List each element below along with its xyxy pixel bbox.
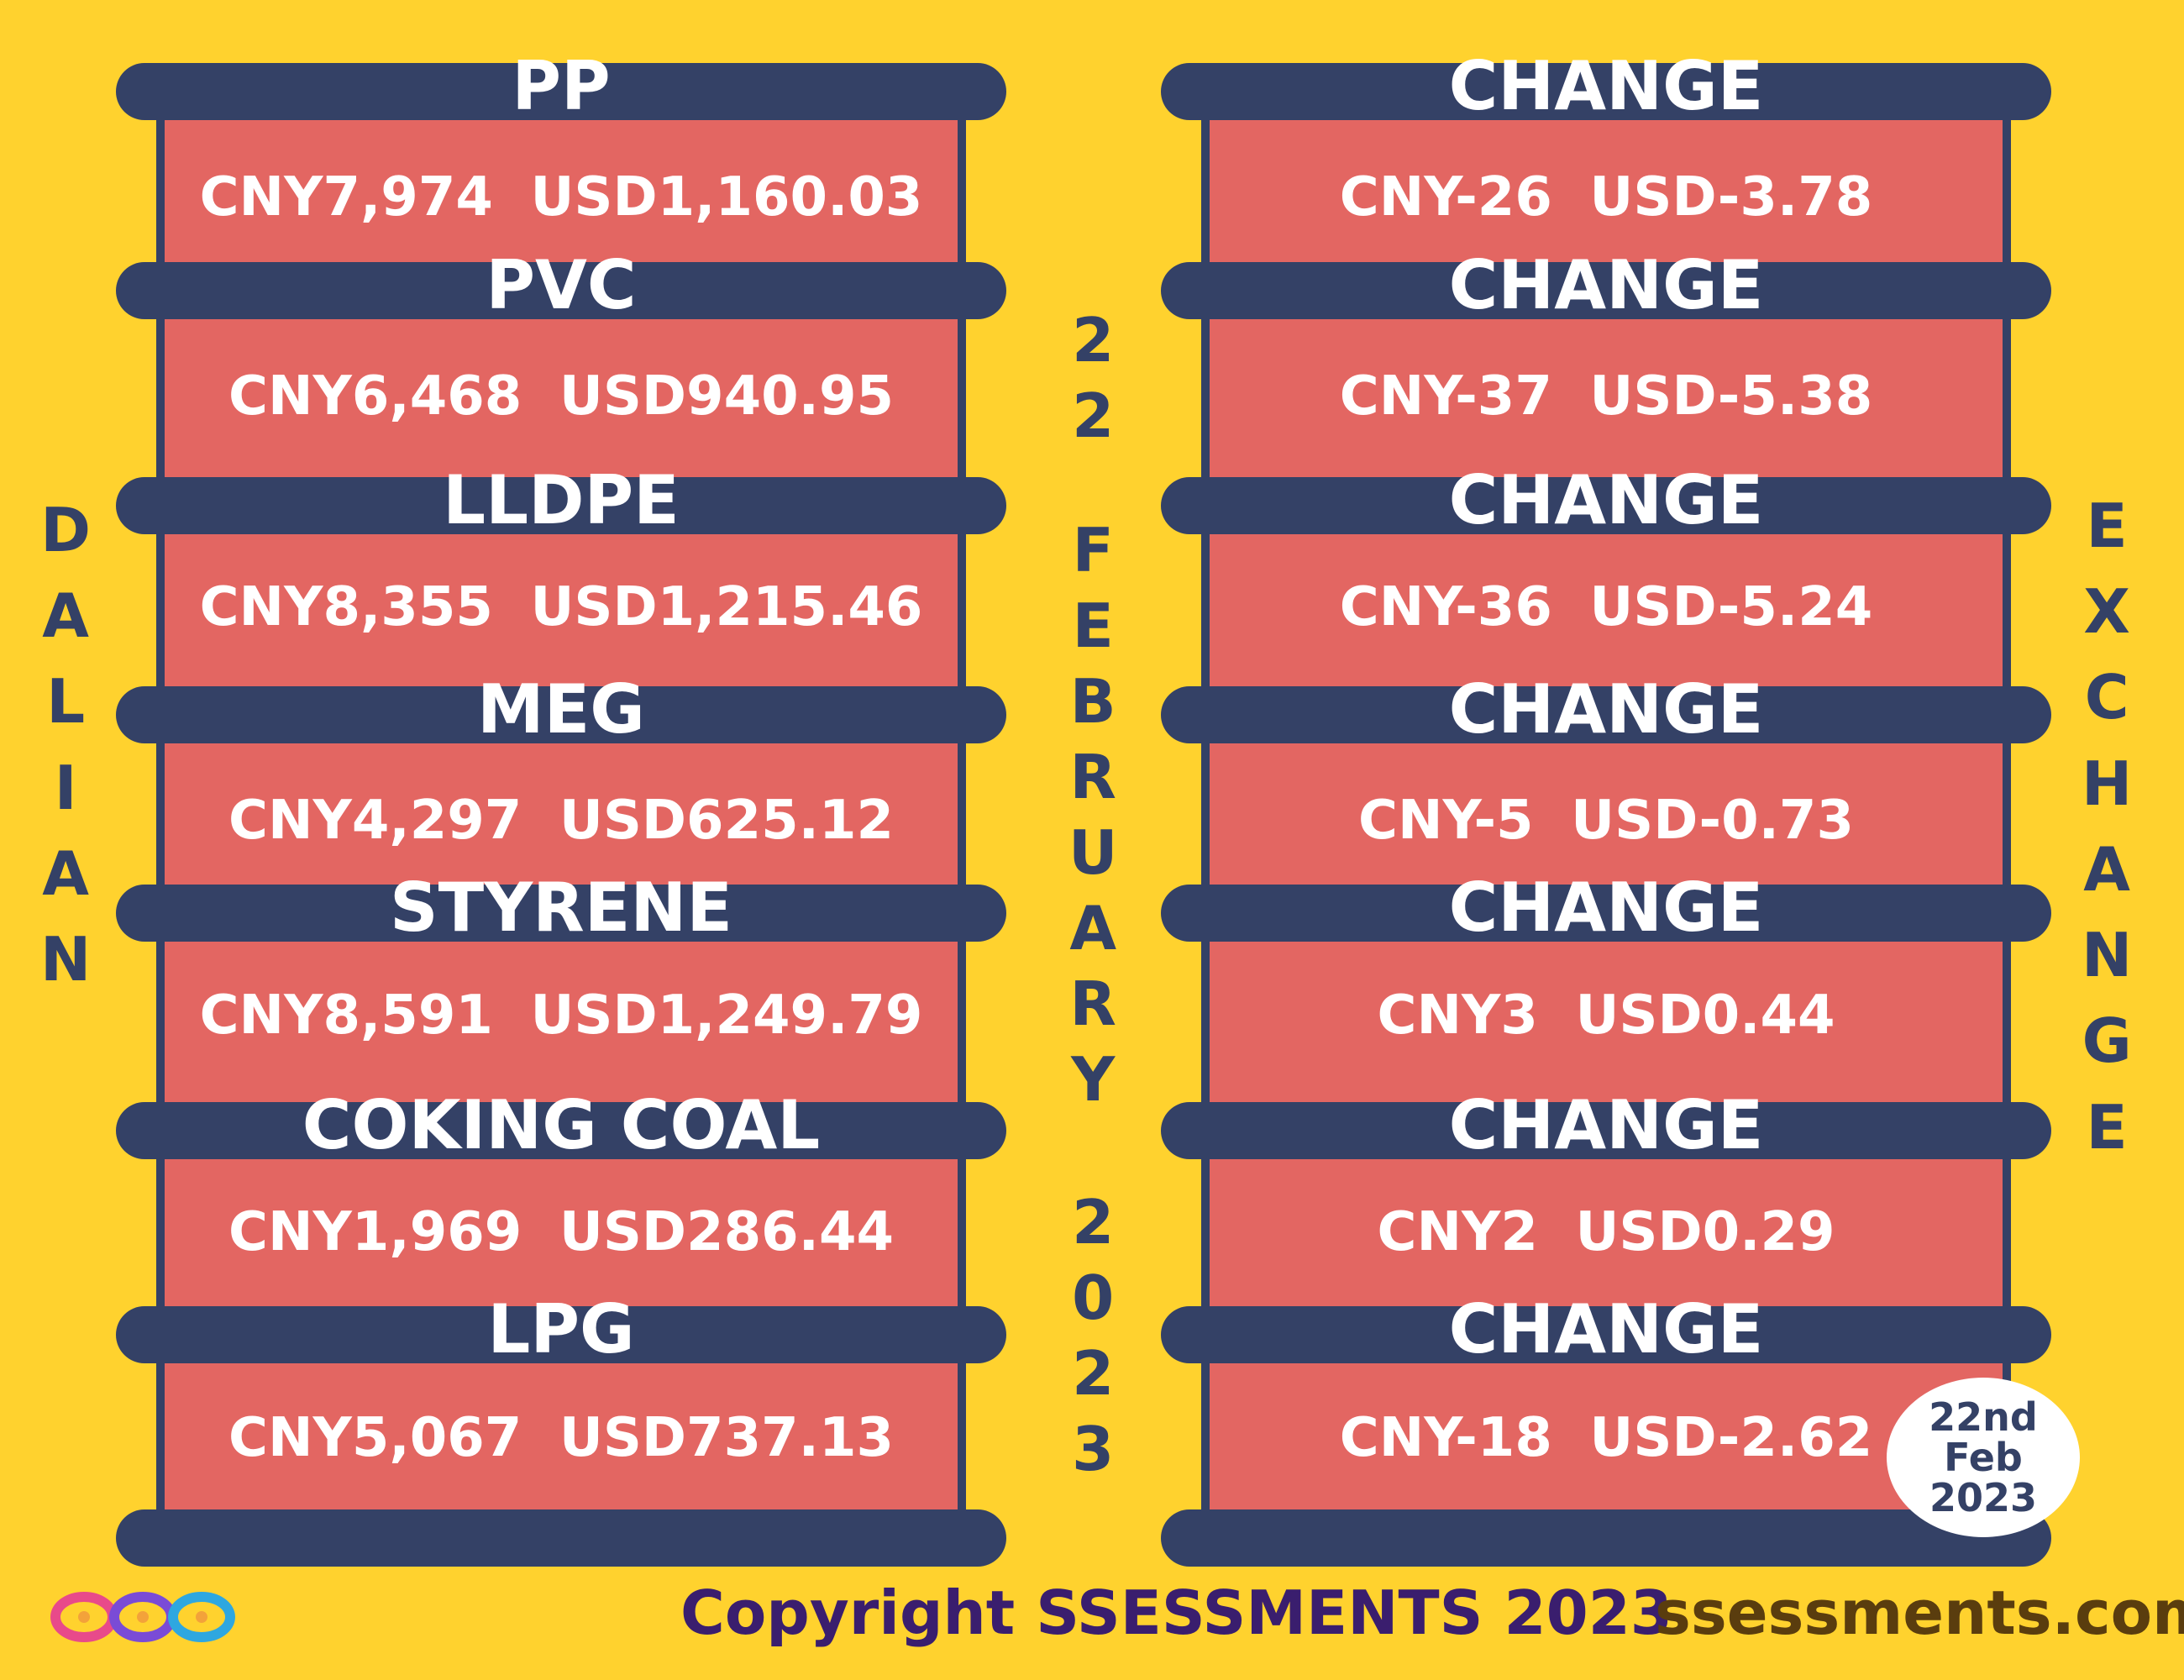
exchange-letter: C: [2084, 662, 2129, 733]
price-change-value: CNY-5 USD-0.73: [1358, 790, 1854, 852]
price-change-footer-bar: [1161, 1509, 2051, 1567]
date-vertical-letter: 2: [1072, 381, 1115, 451]
exchange-letter: X: [2083, 576, 2130, 648]
date-stamp-month: Feb: [1944, 1434, 2023, 1480]
date-vertical-letter: A: [1069, 893, 1117, 963]
exchange-letter: A: [2083, 833, 2130, 905]
exchange-letter: E: [2086, 1091, 2128, 1163]
dalian-letter: D: [40, 495, 92, 565]
product-price-value: CNY7,974 USD1,160.03: [199, 166, 923, 228]
change-label: CHANGE: [1448, 1290, 1764, 1368]
date-vertical-letter: 2: [1072, 1338, 1115, 1409]
price-change-column: CHANGE CHANGE CHANGE CHANGE CHANGE CHANGE CHAN…: [1161, 53, 2051, 1567]
price-change-header-bar: CHANGE: [1161, 1296, 2051, 1363]
product-name: MEG: [477, 670, 645, 748]
date-vertical-letter: 0: [1072, 1263, 1115, 1333]
product-price-value: CNY1,969 USD286.44: [228, 1201, 895, 1263]
product-price-header-bar: PVC: [116, 252, 1006, 319]
price-change-value: CNY-26 USD-3.78: [1339, 166, 1873, 228]
change-label: CHANGE: [1448, 47, 1764, 125]
dalian-letter: N: [40, 924, 92, 995]
product-price-header-bar: LPG: [116, 1296, 1006, 1363]
date-stamp-badge: 22nd Feb 2023: [1887, 1378, 2080, 1537]
product-price-header-bar: STYRENE: [116, 874, 1006, 942]
price-change-header-bar: CHANGE: [1161, 1092, 2051, 1159]
product-name: COKING COAL: [302, 1086, 821, 1164]
change-label: CHANGE: [1448, 670, 1764, 748]
date-vertical-letter: F: [1072, 515, 1114, 585]
change-label: CHANGE: [1448, 461, 1764, 539]
dalian-letter: A: [42, 580, 89, 652]
product-price-value: CNY8,591 USD1,249.79: [199, 984, 923, 1047]
price-change-header-bar: CHANGE: [1161, 874, 2051, 942]
date-vertical-letter: E: [1072, 591, 1114, 661]
product-name: LLDPE: [443, 461, 680, 539]
price-change-value: CNY3 USD0.44: [1377, 984, 1835, 1047]
website-link[interactable]: ssessments.com: [1655, 1578, 2184, 1648]
product-name: PVC: [486, 246, 637, 324]
product-price-footer-bar: [116, 1509, 1006, 1567]
date-vertical-letter: 2: [1072, 1187, 1115, 1257]
date-vertical-letter: R: [1069, 969, 1116, 1039]
price-change-header-bar: CHANGE: [1161, 467, 2051, 534]
date-vertical-letter: 3: [1072, 1414, 1115, 1484]
date-vertical-letter: B: [1069, 666, 1116, 737]
product-price-value: CNY6,468 USD940.95: [228, 365, 895, 428]
product-price-header-bar: PP: [116, 53, 1006, 120]
product-price-header-bar: LLDPE: [116, 467, 1006, 534]
dalian-letter: I: [54, 752, 77, 823]
product-price-header-bar: MEG: [116, 676, 1006, 743]
date-vertical-letter: 2: [1072, 305, 1115, 375]
product-name: LPG: [487, 1290, 635, 1368]
price-change-header-bar: CHANGE: [1161, 252, 2051, 319]
change-panel-background: [1201, 97, 2011, 1533]
price-change-header-bar: CHANGE: [1161, 53, 2051, 120]
exchange-letter: E: [2086, 491, 2128, 561]
date-vertical-letter: Y: [1071, 1044, 1116, 1115]
change-label: CHANGE: [1448, 246, 1764, 324]
product-price-value: CNY4,297 USD625.12: [228, 790, 895, 852]
change-label: CHANGE: [1448, 1086, 1764, 1164]
dalian-letter: L: [46, 666, 86, 738]
exchange-letter: G: [2082, 1005, 2132, 1077]
date-stamp-year: 2023: [1929, 1475, 2038, 1521]
date-vertical-letter: U: [1068, 817, 1118, 888]
price-change-value: CNY-37 USD-5.38: [1339, 365, 1873, 428]
infinity-loops-logo-icon: [50, 1592, 235, 1642]
product-price-column: PP PVC LLDPE MEG STYRENE COKING COAL LPG CNY7,9…: [116, 53, 1006, 1567]
product-price-value: CNY8,355 USD1,215.46: [199, 576, 923, 638]
price-panel-background: [156, 97, 966, 1533]
price-change-value: CNY-36 USD-5.24: [1339, 576, 1873, 638]
exchange-letter: H: [2082, 748, 2133, 819]
product-name: STYRENE: [390, 869, 732, 947]
product-price-header-bar: COKING COAL: [116, 1092, 1006, 1159]
price-change-value: CNY2 USD0.29: [1377, 1201, 1835, 1263]
price-change-value: CNY-18 USD-2.62: [1339, 1407, 1873, 1469]
date-vertical-letter: R: [1069, 742, 1116, 812]
product-price-value: CNY5,067 USD737.13: [228, 1407, 895, 1469]
copyright-text: Copyright SSESSMENTS 2023: [680, 1578, 1672, 1648]
dalian-letter: A: [42, 837, 89, 909]
price-change-header-bar: CHANGE: [1161, 676, 2051, 743]
date-stamp-day: 22nd: [1929, 1394, 2038, 1440]
change-label: CHANGE: [1448, 869, 1764, 947]
exchange-letter: N: [2082, 920, 2133, 991]
product-name: PP: [512, 47, 611, 125]
